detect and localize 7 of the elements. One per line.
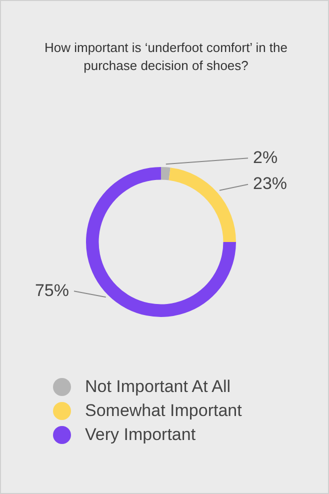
legend-label: Not Important At All [85, 376, 231, 398]
data-label: 75% [34, 280, 69, 300]
data-label: 23% [253, 174, 288, 194]
chart-title: How important is ‘underfoot comfort’ in the purchase decision of shoes? [43, 39, 288, 75]
legend-label: Somewhat Important [85, 400, 242, 422]
legend-label: Very Important [85, 424, 196, 446]
data-label: 2% [253, 148, 278, 167]
